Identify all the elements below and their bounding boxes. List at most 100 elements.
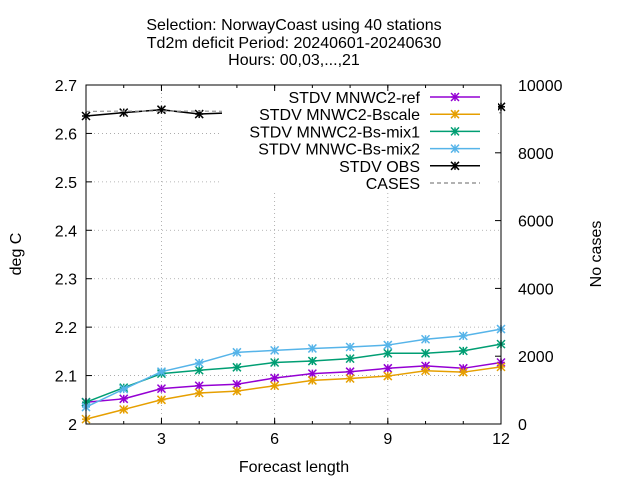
series-1-point-4 <box>232 386 242 396</box>
series-2-line <box>85 343 502 403</box>
legend-label-5: CASES <box>366 176 420 193</box>
series-0-point-5-d2 <box>270 373 280 383</box>
series-2-point-7 <box>345 354 355 364</box>
series-layer <box>81 102 506 424</box>
y2-tick-label: 6000 <box>518 214 554 231</box>
series-3-point-4 <box>232 347 242 357</box>
series-0-point-1-d2 <box>119 394 129 404</box>
axes: 3 6 9 12 2 2.1 2.2 2.3 2.4 2.5 2.6 2.7 0 2000 4000 6000… <box>55 78 563 448</box>
legend-marker-0 <box>450 92 460 102</box>
series-0-point-4 <box>232 379 242 389</box>
y2-axis-label: No cases <box>588 221 605 288</box>
title-line-2: Td2m deficit Period: 20240601-20240630 <box>147 35 442 52</box>
series-3-point-4-d2 <box>232 347 242 357</box>
series-1-point-8 <box>383 371 393 381</box>
x-axis-label: Forecast length <box>239 459 349 476</box>
legend-marker-2 <box>450 126 460 136</box>
series-1-point-6-d2 <box>307 375 317 385</box>
legend-marker-1-d2 <box>450 109 460 119</box>
y-tick-label: 2.3 <box>55 272 77 289</box>
legend-marker-0-d2 <box>450 92 460 102</box>
series-2-point-6-d2 <box>307 356 317 366</box>
y-axis-label: deg C <box>8 233 25 276</box>
series-1-point-2 <box>156 395 166 405</box>
legend-label-4: STDV OBS <box>339 159 420 176</box>
legend-marker-4 <box>450 161 460 171</box>
series-2-point-4 <box>232 362 242 372</box>
series-1-point-6 <box>307 375 317 385</box>
series-3-line <box>85 328 502 408</box>
series-3-point-3 <box>194 358 204 368</box>
series-1-point-2-d2 <box>156 395 166 405</box>
series-3-point-2-d2 <box>156 367 166 377</box>
series-0-point-3-d2 <box>194 381 204 391</box>
series-2-point-3-d2 <box>194 365 204 375</box>
series-0-point-7-d2 <box>345 367 355 377</box>
legend-marker-3-d2 <box>450 144 460 154</box>
series-3-point-5-d2 <box>270 345 280 355</box>
series-3-point-7-d2 <box>345 342 355 352</box>
y-tick-label: 2.5 <box>55 175 77 192</box>
series-0-point-6 <box>307 369 317 379</box>
x-tick-label: 3 <box>157 431 166 448</box>
y-tick-label: 2.1 <box>55 369 77 386</box>
legend-marker-1 <box>450 109 460 119</box>
series-1-point-3-d2 <box>194 388 204 398</box>
series-4-point-2-d2 <box>156 105 166 115</box>
y2-tick-label: 2000 <box>518 349 554 366</box>
series-1-point-9 <box>421 366 431 376</box>
series-3-point-9-d2 <box>421 334 431 344</box>
series-2-point-4-d2 <box>232 362 242 372</box>
series-2-point-8 <box>383 348 393 358</box>
series-0-point-2 <box>156 384 166 394</box>
series-1-point-5 <box>270 381 280 391</box>
series-0-point-7 <box>345 367 355 377</box>
y-tick-label: 2.2 <box>55 320 77 337</box>
series-1-point-8-d2 <box>383 371 393 381</box>
series-2-point-7-d2 <box>345 354 355 364</box>
legend-background <box>222 89 498 193</box>
x-tick-label: 12 <box>492 431 510 448</box>
series-2-point-10-d2 <box>458 346 468 356</box>
series-2-point-10 <box>458 346 468 356</box>
legend-marker-4-d2 <box>450 161 460 171</box>
series-3-point-1 <box>119 384 129 394</box>
series-0-point-1 <box>119 394 129 404</box>
series-3-point-3-d2 <box>194 358 204 368</box>
legend-label-3: STDV MNWC-Bs-mix2 <box>258 142 420 159</box>
series-1-point-10-d2 <box>458 367 468 377</box>
series-3-point-7 <box>345 342 355 352</box>
series-3-point-10-d2 <box>458 331 468 341</box>
series-3-point-5 <box>270 345 280 355</box>
series-1-point-7 <box>345 373 355 384</box>
series-3-point-6 <box>307 343 317 353</box>
series-2-point-8-d2 <box>383 348 393 358</box>
x-tick-label: 6 <box>270 431 279 448</box>
legend-marker-3 <box>450 144 460 154</box>
y-tick-label: 2.7 <box>55 78 77 95</box>
series-3-point-8 <box>383 340 393 350</box>
series-3-point-6-d2 <box>307 343 317 353</box>
series-3 <box>81 324 506 412</box>
y-tick-label: 2.4 <box>55 223 77 240</box>
series-2-point-9-d2 <box>421 348 431 358</box>
legend-box <box>222 89 498 193</box>
legend-label-0: STDV MNWC2-ref <box>288 90 420 107</box>
legend-marker-2-d2 <box>450 126 460 136</box>
series-1-point-9-d2 <box>421 366 431 376</box>
y2-tick-label: 8000 <box>518 146 554 163</box>
series-3-point-2 <box>156 367 166 377</box>
series-0-point-6-d2 <box>307 369 317 379</box>
series-3-point-9 <box>421 334 431 344</box>
series-3-point-8-d2 <box>383 340 393 350</box>
x-tick-label: 9 <box>383 431 392 448</box>
series-1-line <box>85 366 502 420</box>
y2-tick-label: 4000 <box>518 281 554 298</box>
series-2-point-9 <box>421 348 431 358</box>
series-2-point-5-d2 <box>270 357 280 368</box>
title-line-1: Selection: NorwayCoast using 40 stations <box>146 17 441 34</box>
series-1-point-1 <box>119 404 129 415</box>
chart-title: Selection: NorwayCoast using 40 stations… <box>146 17 441 69</box>
